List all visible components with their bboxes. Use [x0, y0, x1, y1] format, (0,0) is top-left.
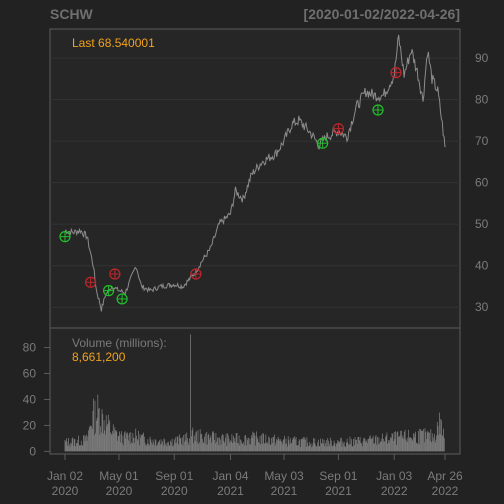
x-tick-year: 2021 [271, 484, 298, 498]
price-y-tick-label: 80 [475, 93, 489, 107]
x-tick-label: Jan 04 [212, 469, 248, 483]
volume-value: 8,661,200 [72, 350, 126, 364]
price-line [64, 34, 446, 312]
volume-y-axis: 0 20 40 60 80 [23, 340, 50, 458]
x-tick-label: Sep 01 [155, 469, 193, 483]
x-tick-year: 2020 [106, 484, 133, 498]
price-y-axis: 30 40 50 60 70 80 90 [475, 51, 489, 314]
price-y-tick-label: 70 [475, 134, 489, 148]
x-tick-label: May 03 [264, 469, 304, 483]
volume-y-tick-label: 20 [23, 418, 37, 432]
volume-panel: 0 20 40 60 80 Volume (millions): 8,661,200 [23, 327, 461, 458]
price-y-tick-label: 90 [475, 51, 489, 65]
x-tick-label: Jan 03 [376, 469, 412, 483]
price-panel: 30 40 50 60 70 80 90 Last 68.540001 [49, 28, 489, 329]
sell-signal-marker [332, 123, 345, 135]
buy-signal-marker [103, 285, 115, 297]
volume-y-tick-label: 40 [23, 392, 37, 406]
buy-signal-marker [59, 231, 71, 243]
x-tick-year: 2022 [381, 484, 408, 498]
price-panel-frame [49, 28, 461, 329]
sell-signal-marker [85, 276, 97, 288]
x-tick-year: 2021 [325, 484, 352, 498]
x-tick-year: 2021 [217, 484, 244, 498]
price-grid [50, 57, 460, 308]
buy-signal-marker [317, 137, 329, 149]
price-y-tick-label: 40 [475, 259, 489, 273]
x-tick-label: Apr 26 [427, 469, 463, 483]
volume-bars [64, 334, 445, 452]
buy-signal-marker [372, 104, 384, 116]
volume-y-tick-label: 80 [23, 340, 37, 354]
volume-y-tick-label: 0 [29, 444, 36, 458]
x-tick-year: 2020 [52, 484, 79, 498]
x-tick-year: 2022 [432, 484, 459, 498]
date-range: [2020-01-02/2022-04-26] [304, 6, 460, 22]
sell-signal-marker [190, 268, 202, 280]
price-y-tick-label: 50 [475, 217, 489, 231]
sell-signal-marker [109, 268, 121, 280]
volume-panel-frame [49, 327, 461, 455]
x-tick-label: Sep 01 [319, 469, 357, 483]
x-tick-year: 2020 [161, 484, 188, 498]
x-tick-label: Jan 02 [47, 469, 83, 483]
volume-label: Volume (millions): [72, 336, 167, 350]
x-tick-label: May 01 [99, 469, 139, 483]
sell-signal-marker [390, 67, 402, 79]
price-y-tick-label: 30 [475, 300, 489, 314]
buy-signal-marker [116, 293, 128, 305]
signal-markers [59, 67, 402, 305]
price-y-tick-label: 60 [475, 176, 489, 190]
chart-title: SCHW [50, 6, 94, 22]
volume-y-tick-label: 60 [23, 366, 37, 380]
last-price-label: Last 68.540001 [72, 36, 155, 50]
